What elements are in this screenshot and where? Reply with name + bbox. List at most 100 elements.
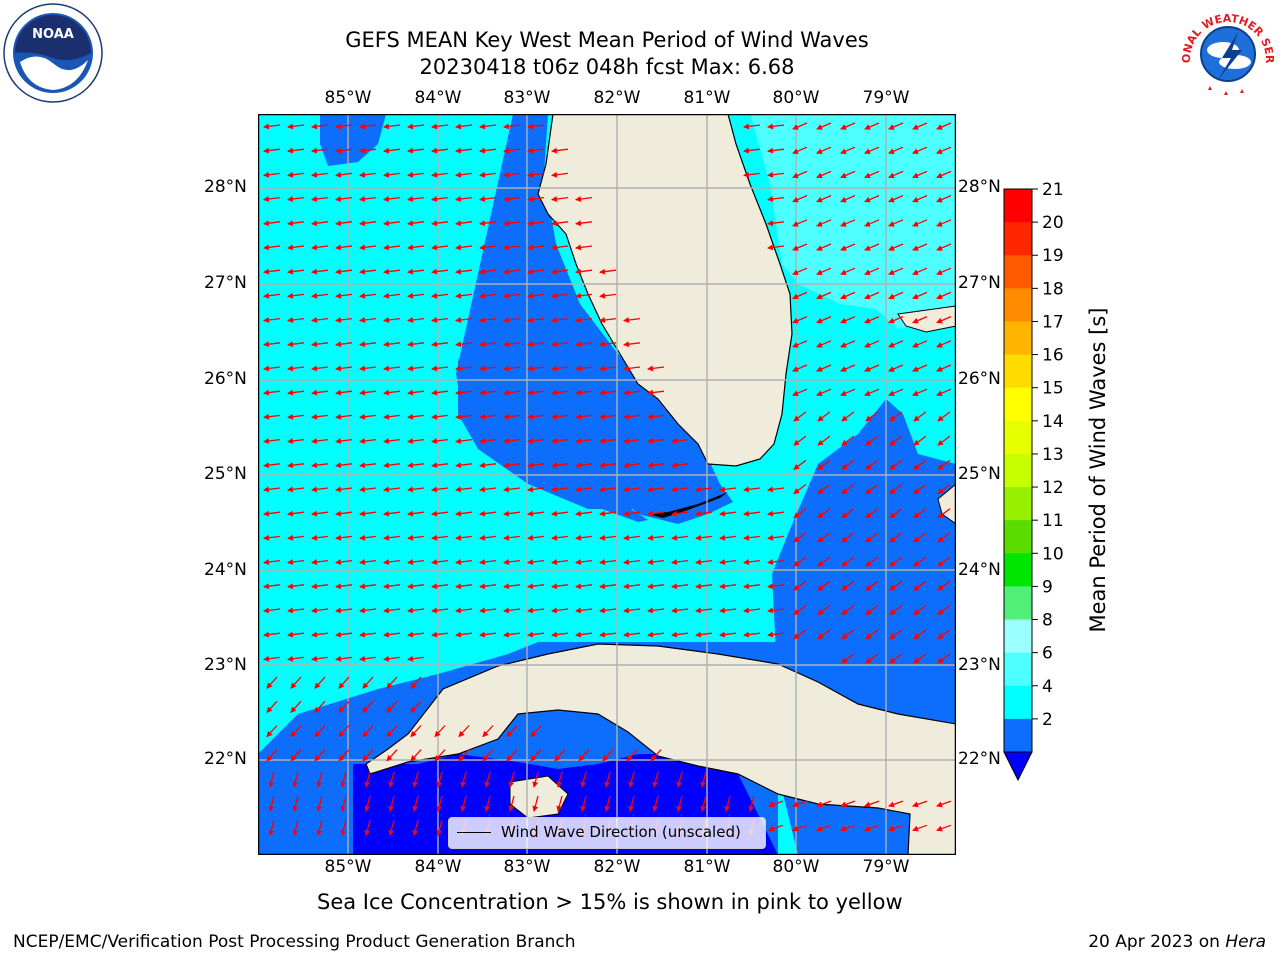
wind-wave-arrow (599, 413, 617, 420)
wind-wave-arrow (817, 411, 831, 422)
wind-wave-arrow (287, 559, 305, 565)
wind-wave-arrow (912, 388, 928, 396)
wind-wave-arrow (263, 462, 281, 469)
wind-wave-arrow (841, 580, 855, 591)
wind-wave-arrow (407, 438, 425, 444)
wind-wave-arrow (527, 244, 545, 251)
wind-wave-arrow (623, 438, 641, 444)
wind-wave-arrow (937, 411, 951, 422)
wind-wave-arrow (792, 267, 808, 275)
wind-wave-arrow (508, 771, 515, 788)
wind-wave-arrow (817, 483, 831, 495)
wind-wave-arrow (841, 653, 855, 664)
wind-wave-arrow (335, 413, 353, 420)
wind-wave-arrow (792, 122, 808, 130)
wind-wave-arrow (311, 583, 329, 590)
wind-wave-arrow (793, 508, 807, 519)
map-title-line2: 20230418 t06z 048h fcst Max: 6.68 (419, 55, 795, 79)
wind-wave-arrow (455, 171, 473, 178)
wind-wave-arrow (479, 220, 497, 227)
wind-wave-arrow (455, 413, 473, 420)
wind-wave-arrow (335, 147, 353, 154)
wind-wave-arrow (575, 462, 593, 469)
wind-wave-arrow (671, 559, 689, 565)
wind-wave-arrow (436, 820, 443, 837)
wind-wave-arrow (647, 486, 665, 493)
wind-wave-arrow (263, 413, 281, 420)
wind-wave-arrow (767, 486, 785, 493)
wind-wave-arrow (551, 486, 569, 493)
wind-wave-arrow (359, 655, 377, 662)
wind-wave-arrow (719, 534, 737, 541)
wind-wave-arrow (263, 438, 281, 444)
wind-wave-arrow (311, 413, 329, 420)
wind-wave-arrow (364, 820, 371, 837)
lon-tick-top-5: 81°W (683, 88, 731, 108)
wind-wave-arrow (455, 438, 473, 444)
wind-wave-arrow (527, 534, 545, 541)
wind-wave-arrow (912, 195, 928, 203)
wind-wave-arrow (359, 292, 377, 299)
wind-wave-arrow (575, 220, 593, 227)
wind-wave-arrow (841, 483, 855, 495)
wind-wave-arrow (503, 123, 521, 130)
wind-wave-arrow (311, 534, 329, 541)
wind-wave-arrow (503, 486, 521, 493)
wind-wave-arrow (287, 317, 305, 323)
wind-wave-arrow (455, 365, 473, 372)
wind-wave-arrow (383, 123, 401, 130)
wind-wave-arrow (479, 583, 497, 590)
wind-wave-arrow (455, 317, 473, 323)
wind-wave-arrow (287, 244, 305, 251)
wind-wave-arrow (359, 438, 377, 444)
wind-wave-arrow (532, 795, 539, 813)
lon-tick-bottom-6: 80°W (772, 857, 820, 877)
wind-wave-arrow (359, 220, 377, 227)
wind-wave-arrow (575, 341, 593, 348)
colorbar-tick-label: 17 (1042, 312, 1064, 332)
wind-wave-arrow (263, 171, 281, 178)
wind-wave-arrow (383, 292, 401, 299)
wind-wave-arrow (479, 365, 497, 372)
wind-wave-arrow (695, 631, 713, 638)
legend-line-sample (457, 832, 491, 833)
wind-wave-arrow (888, 267, 904, 275)
wind-wave-arrow (527, 196, 545, 202)
wind-wave-arrow (865, 532, 879, 543)
wind-wave-arrow (362, 676, 374, 689)
wind-wave-arrow (817, 629, 831, 640)
wind-wave-arrow (623, 559, 641, 565)
wind-wave-arrow (434, 725, 446, 738)
wind-wave-arrow (889, 629, 903, 640)
wind-wave-arrow (551, 607, 569, 614)
wind-wave-arrow (864, 122, 880, 130)
wind-wave-arrow (527, 486, 545, 493)
wind-wave-arrow (792, 195, 808, 203)
wind-wave-arrow (840, 122, 856, 130)
colorbar-segment (1004, 321, 1032, 356)
wind-wave-arrow (743, 631, 761, 638)
colorbar-segment (1004, 453, 1032, 488)
wind-wave-arrow (431, 559, 449, 565)
cuba-landmass (365, 643, 955, 854)
wind-wave-arrow (530, 749, 542, 762)
wind-wave-arrow (290, 749, 302, 762)
wind-wave-arrow (268, 771, 275, 788)
wind-wave-arrow (431, 389, 449, 396)
wind-wave-arrow (743, 607, 761, 614)
colorbar-tick-label: 21 (1042, 180, 1064, 200)
wind-wave-arrow (431, 534, 449, 541)
wind-wave-arrow (700, 795, 707, 813)
footer-date: 20 Apr 2023 on (1088, 932, 1226, 952)
wind-wave-arrow (695, 583, 713, 590)
wind-wave-arrow (527, 220, 545, 227)
wind-wave-arrow (359, 559, 377, 565)
wind-wave-arrow (793, 435, 807, 446)
wind-wave-arrow (599, 365, 617, 372)
wind-wave-arrow (407, 317, 425, 323)
wind-wave-arrow (865, 629, 879, 640)
wind-wave-arrow (575, 196, 593, 202)
wind-wave-arrow (431, 341, 449, 348)
wind-wave-arrow (503, 559, 521, 565)
lon-tick-top-4: 82°W (593, 88, 641, 108)
